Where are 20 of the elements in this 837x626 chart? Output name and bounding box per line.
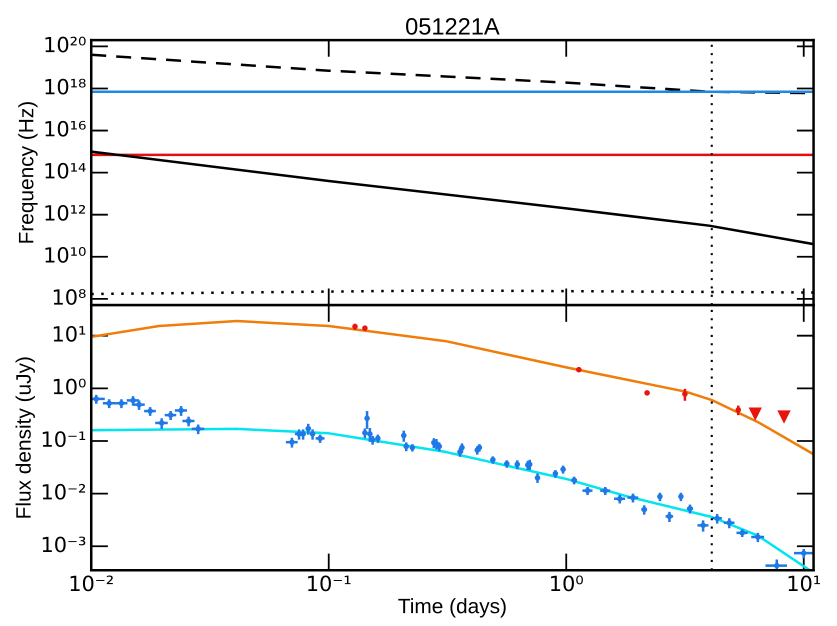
y-tick-label: 10¹⁰ xyxy=(45,247,86,263)
y-tick-label: 10⁻² xyxy=(42,484,86,500)
y-axis-title: Flux density (uJy) xyxy=(16,357,35,518)
y-tick-label: 10¹⁸ xyxy=(45,78,86,95)
x-tick-label: 10⁻² xyxy=(70,576,113,592)
y-tick-label: 10⁸ xyxy=(54,289,86,305)
y-tick-label: 10⁻³ xyxy=(42,536,86,552)
y-axis-title: Frequency (Hz) xyxy=(18,102,38,243)
x-tick-label: 10⁰ xyxy=(551,576,583,592)
y-tick-label: 10¹⁶ xyxy=(45,120,86,137)
y-tick-label: 10¹² xyxy=(45,204,86,221)
x-tick-label: 10⁻¹ xyxy=(308,576,351,592)
x-tick-label: 10¹ xyxy=(788,576,820,592)
y-tick-label: 10²⁰ xyxy=(45,36,86,52)
y-tick-label: 10⁻¹ xyxy=(42,431,86,448)
y-tick-label: 10⁰ xyxy=(54,378,86,394)
chart-title: 051221A xyxy=(406,18,500,35)
x-axis-title: Time (days) xyxy=(398,598,506,618)
y-tick-label: 10¹⁴ xyxy=(45,162,86,179)
y-tick-label: 10¹ xyxy=(54,326,86,342)
